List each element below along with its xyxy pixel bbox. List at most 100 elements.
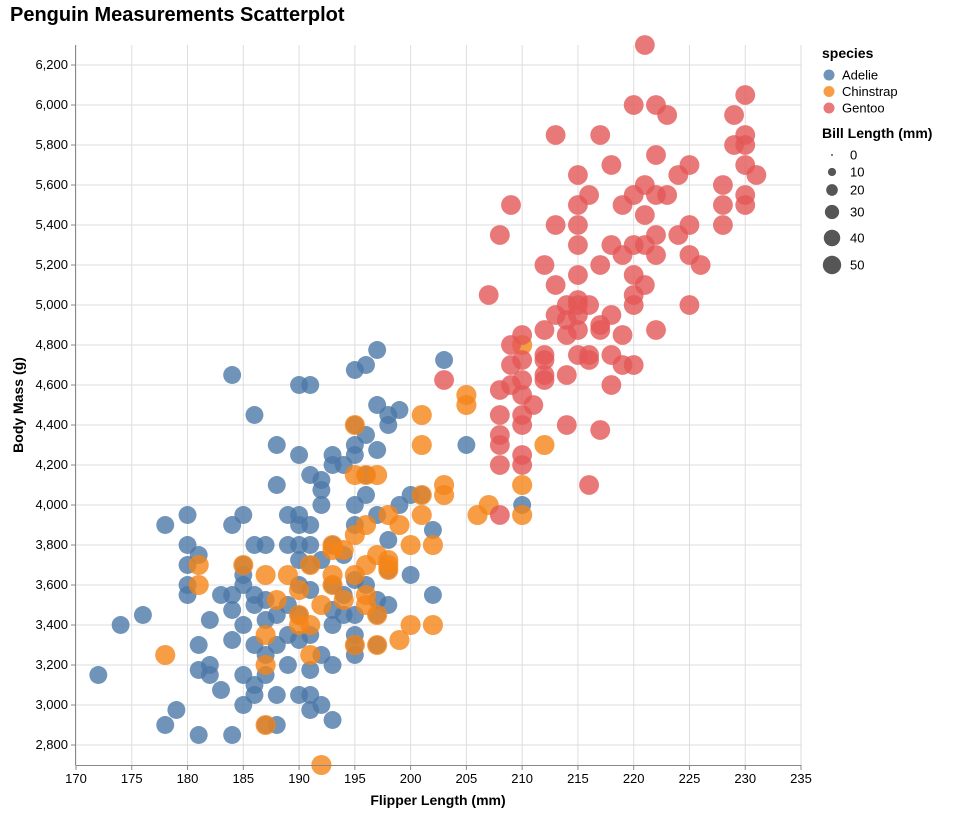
data-point-chinstrap — [344, 414, 365, 436]
data-points — [89, 35, 767, 776]
data-point-gentoo — [746, 165, 767, 185]
data-point-chinstrap — [512, 474, 533, 496]
data-point-gentoo — [724, 105, 745, 125]
y-tick-label: 5,600 — [35, 177, 68, 192]
data-point-gentoo — [556, 415, 577, 435]
data-point-chinstrap — [378, 549, 399, 571]
data-point-gentoo — [545, 125, 566, 145]
data-point-gentoo — [712, 175, 733, 195]
data-point-adelie — [133, 606, 152, 624]
data-point-gentoo — [657, 105, 678, 125]
data-point-adelie — [323, 711, 342, 729]
data-point-gentoo — [489, 425, 510, 445]
data-point-gentoo — [545, 275, 566, 295]
x-axis-title: Flipper Length (mm) — [370, 792, 505, 808]
data-point-adelie — [223, 366, 242, 384]
y-tick-label: 5,400 — [35, 217, 68, 232]
x-tick-label: 220 — [623, 771, 645, 786]
data-point-gentoo — [601, 155, 622, 175]
data-point-adelie — [156, 716, 175, 734]
data-point-chinstrap — [355, 584, 377, 606]
data-point-adelie — [245, 406, 264, 424]
data-point-gentoo — [489, 225, 510, 245]
data-point-gentoo — [712, 195, 733, 215]
data-point-gentoo — [556, 365, 577, 385]
size-legend-symbol — [827, 167, 837, 177]
legend-symbol-chinstrap — [823, 86, 835, 97]
size-legend-label: 40 — [850, 231, 864, 246]
data-point-chinstrap — [255, 564, 276, 586]
y-tick-label: 4,400 — [35, 417, 68, 432]
data-point-adelie — [379, 531, 398, 549]
data-point-adelie — [200, 611, 219, 629]
data-point-chinstrap — [400, 534, 421, 556]
x-tick-label: 215 — [567, 771, 589, 786]
data-point-gentoo — [735, 85, 756, 105]
data-point-adelie — [111, 616, 130, 634]
data-point-gentoo — [579, 345, 600, 365]
data-point-adelie — [89, 666, 108, 684]
data-point-chinstrap — [255, 654, 276, 676]
data-point-gentoo — [679, 155, 700, 175]
data-point-chinstrap — [277, 564, 298, 586]
x-tick-label: 200 — [400, 771, 422, 786]
y-tick-label: 5,000 — [35, 297, 68, 312]
data-point-adelie — [401, 566, 420, 584]
data-point-adelie — [189, 726, 208, 744]
y-tick-label: 3,600 — [35, 577, 68, 592]
data-point-adelie — [301, 516, 320, 534]
data-point-adelie — [301, 661, 320, 679]
data-point-gentoo — [512, 350, 533, 370]
x-tick-label: 185 — [232, 771, 254, 786]
data-point-adelie — [234, 506, 253, 524]
data-point-gentoo — [534, 320, 555, 340]
data-point-adelie — [212, 681, 230, 699]
data-point-gentoo — [634, 275, 655, 295]
data-point-gentoo — [634, 35, 655, 55]
data-point-chinstrap — [434, 474, 455, 496]
data-point-gentoo — [512, 370, 533, 390]
data-point-chinstrap — [367, 464, 388, 486]
data-point-gentoo — [545, 215, 566, 235]
data-point-chinstrap — [311, 594, 332, 616]
data-point-chinstrap — [300, 554, 321, 576]
data-point-adelie — [312, 471, 331, 489]
x-tick-label: 195 — [344, 771, 366, 786]
axes: 170 175 180 185 190 195 200 205 210 215 220 225 230 2… — [35, 45, 812, 786]
data-point-chinstrap — [456, 384, 477, 406]
x-tick-label: 225 — [679, 771, 701, 786]
data-point-chinstrap — [255, 624, 276, 646]
data-point-gentoo — [579, 475, 600, 495]
data-point-chinstrap — [300, 644, 321, 666]
data-point-gentoo — [646, 225, 666, 245]
data-point-chinstrap — [512, 504, 533, 526]
data-point-gentoo — [534, 255, 555, 275]
x-tick-label: 190 — [288, 771, 310, 786]
data-point-adelie — [267, 476, 286, 494]
size-legend-symbol — [826, 184, 838, 196]
data-point-chinstrap — [333, 539, 354, 561]
data-point-chinstrap — [233, 554, 254, 576]
data-point-chinstrap — [355, 514, 377, 536]
data-point-adelie — [301, 536, 320, 554]
data-point-adelie — [368, 341, 387, 359]
data-point-chinstrap — [534, 434, 555, 456]
data-point-gentoo — [534, 345, 555, 365]
data-point-gentoo — [489, 455, 510, 475]
legend-symbol-gentoo — [823, 102, 835, 114]
data-point-gentoo — [612, 325, 633, 345]
data-point-adelie — [457, 436, 476, 454]
bill-length-legend-title: Bill Length (mm) — [822, 125, 932, 141]
chart-title: Penguin Measurements Scatterplot — [10, 4, 345, 26]
data-point-adelie — [267, 686, 286, 704]
data-point-chinstrap — [411, 434, 432, 456]
data-point-adelie — [368, 441, 387, 459]
data-point-gentoo — [567, 320, 588, 340]
data-point-adelie — [178, 506, 197, 524]
data-point-gentoo — [679, 215, 700, 235]
legend-symbol-adelie — [823, 69, 835, 81]
species-legend-title: species — [822, 45, 874, 61]
data-point-chinstrap — [322, 564, 343, 586]
data-point-gentoo — [512, 445, 533, 465]
